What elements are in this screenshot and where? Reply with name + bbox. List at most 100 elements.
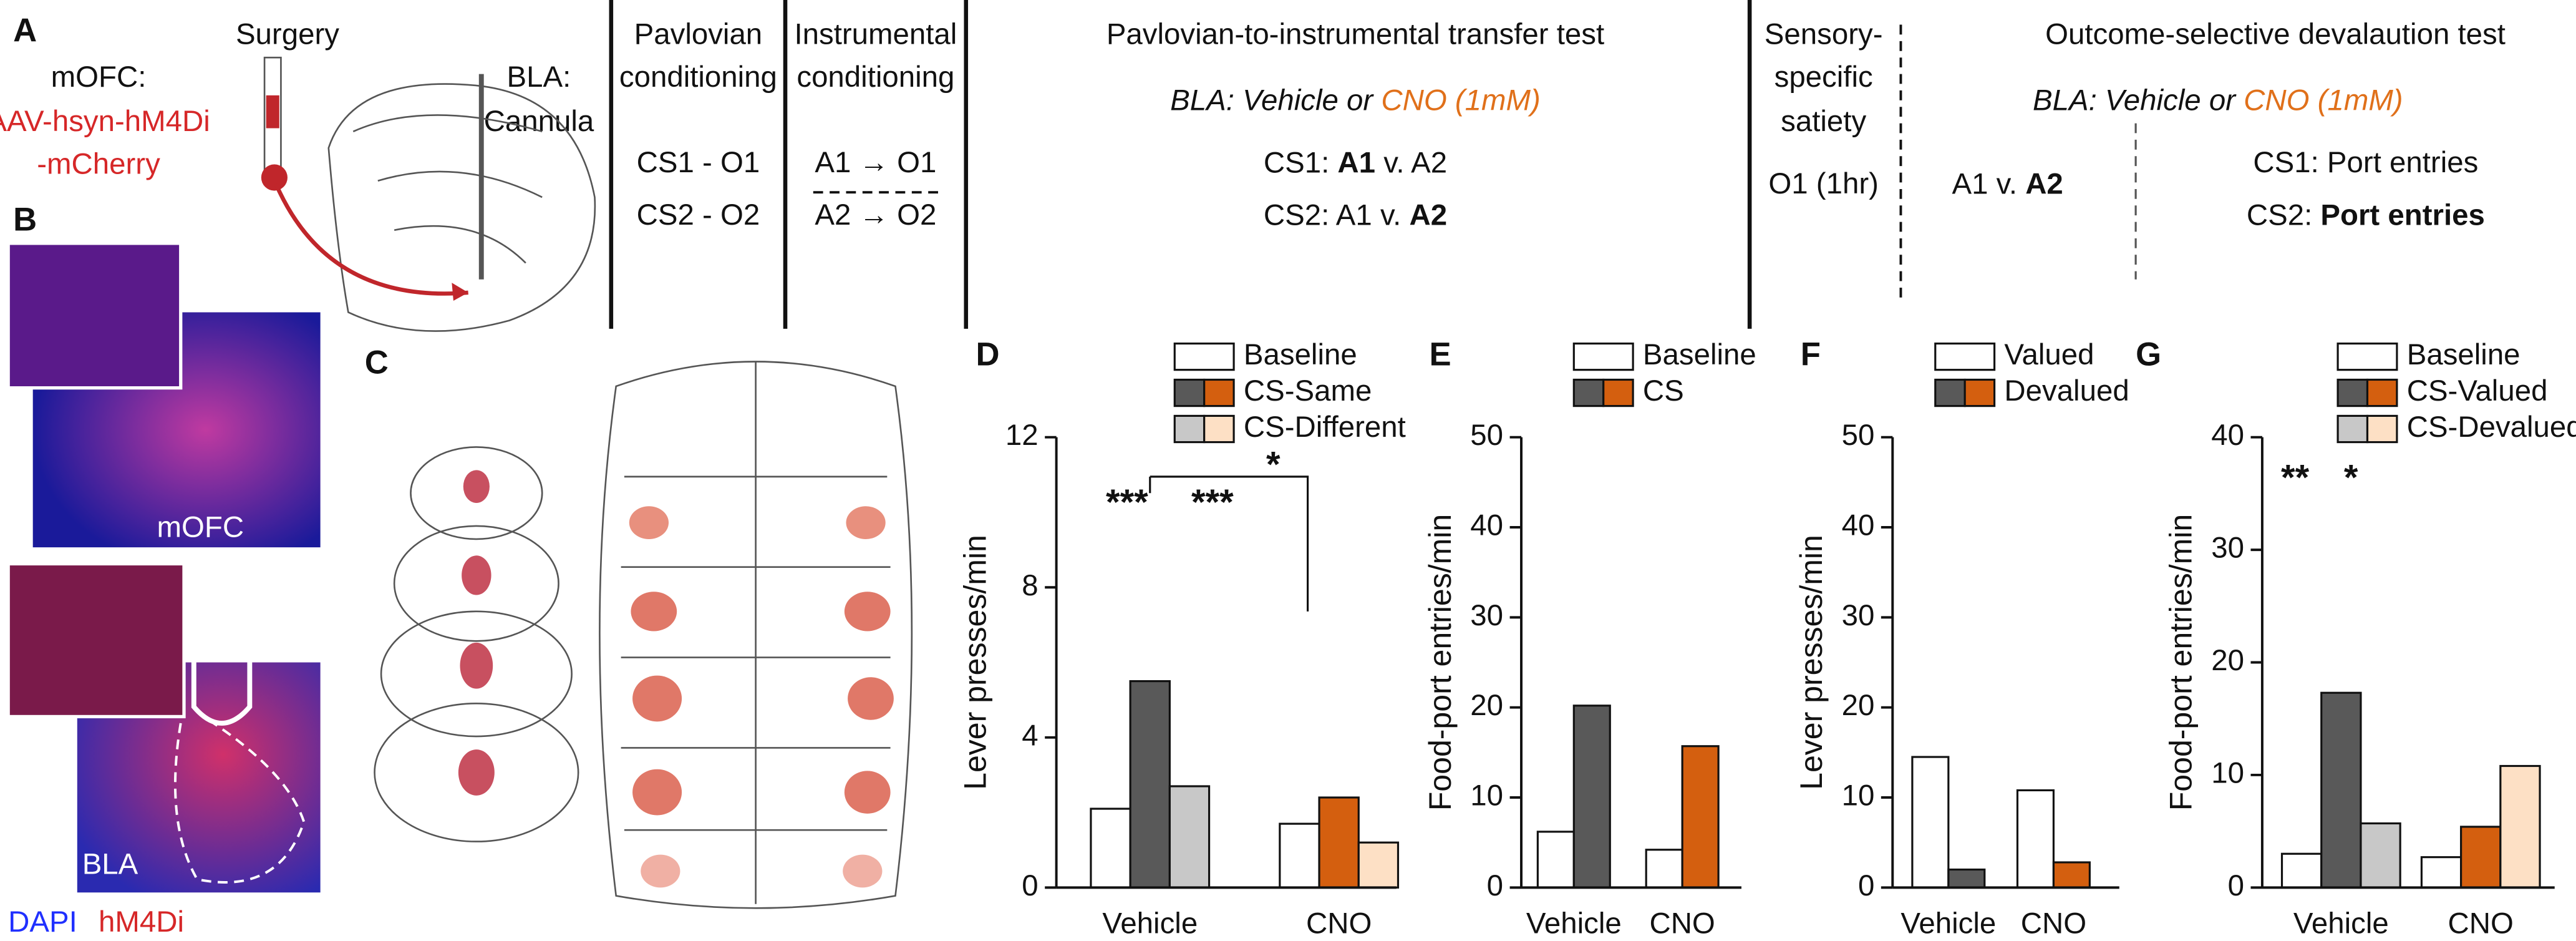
legend-swatch [1963, 378, 1996, 407]
stage-line: A1 → O1 [815, 146, 936, 179]
micrograph-inset [6, 562, 186, 719]
bar [2016, 789, 2055, 889]
text: CS2: A1 v. [1264, 198, 1410, 232]
y-tick-label: 0 [1858, 869, 1874, 902]
bar [2052, 861, 2091, 889]
y-tick-label: 30 [1842, 599, 1875, 632]
panel-label: E [1430, 336, 1451, 373]
legend-label: CS [1643, 374, 1684, 407]
significance-label: * [2344, 457, 2358, 497]
y-tick-label: 0 [1487, 869, 1503, 902]
stage-title: Sensory- [1765, 18, 1883, 51]
bar [1947, 868, 1986, 889]
stage-line: O1 (1hr) [1768, 167, 1879, 200]
bar [1318, 796, 1360, 889]
stage-line: A1 v. A2 [1952, 167, 2063, 200]
legend-swatch [1173, 414, 1206, 444]
stain-label: DAPI [8, 905, 77, 939]
y-tick-label: 40 [2211, 419, 2244, 452]
stage-title: satiety [1781, 105, 1866, 138]
y-tick-label: 0 [2228, 869, 2244, 902]
bar [2320, 691, 2362, 889]
y-tick-label: 10 [2211, 756, 2244, 789]
legend-label: CS-Different [1244, 411, 1406, 444]
region-label: mOFC [157, 511, 245, 544]
stage-line: CS1: A1 v. A2 [1264, 146, 1447, 179]
legend-swatch [1203, 414, 1235, 444]
legend-swatch [1934, 378, 1966, 407]
stage-title: conditioning [797, 61, 954, 94]
legend-label: Valued [2004, 338, 2094, 371]
x-tick-label: CNO [2448, 907, 2514, 940]
stage-title: Outcome-selective devalaution test [2045, 18, 2506, 51]
bar [1168, 785, 1211, 889]
legend-swatch [1173, 342, 1235, 371]
legend-label: CS-Devalued [2407, 411, 2576, 444]
x-tick-label: CNO [1306, 907, 1372, 940]
text: A2 [1410, 198, 1448, 232]
text: A1 [1337, 146, 1375, 179]
text: A1 v. [1952, 167, 2026, 200]
legend-label: Baseline [2407, 338, 2520, 371]
brain-sections [374, 361, 913, 909]
stage-line: CS2 - O2 [637, 198, 760, 232]
y-axis-label: Lever presses/min [1794, 535, 1829, 790]
bar [1129, 680, 1171, 889]
mofc-label: mOFC: [51, 61, 147, 94]
legend-swatch [2366, 378, 2398, 407]
text: A2 [2025, 167, 2063, 200]
y-tick-label: 12 [1005, 419, 1039, 452]
x-tick-label: CNO [2021, 907, 2086, 940]
y-tick-label: 50 [1842, 419, 1875, 452]
bar [1911, 756, 1950, 889]
y-axis-label: Food-port entries/min [2164, 514, 2199, 811]
legend-swatch [1572, 378, 1605, 407]
stage-title: conditioning [619, 61, 777, 94]
treatment-text: BLA: Vehicle or [1170, 84, 1381, 117]
legend-swatch [2336, 378, 2369, 407]
legend-swatch [1934, 342, 1996, 371]
significance-label: ** [2281, 457, 2310, 497]
surgery-title: Surgery [236, 18, 339, 51]
drug-text: CNO (1mM) [2244, 84, 2403, 117]
legend-swatch [2336, 414, 2369, 444]
bar [1536, 831, 1575, 889]
significance-label: *** [1106, 482, 1148, 522]
panel-label: B [13, 202, 37, 238]
legend-swatch [1602, 378, 1634, 407]
y-tick-label: 50 [1470, 419, 1503, 452]
stage-title: Pavlovian-to-instrumental transfer test [1106, 18, 1604, 51]
panel-label: D [976, 336, 1000, 373]
stage-line: A2 → O2 [815, 198, 936, 232]
text: v. A2 [1375, 146, 1447, 179]
legend-swatch [1203, 378, 1235, 407]
y-axis-label: Food-port entries/min [1423, 514, 1458, 811]
significance-bracket [1149, 475, 1309, 612]
stain-label: hM4Di [99, 905, 184, 939]
legend-label: CS-Valued [2407, 374, 2548, 407]
legend-swatch [2366, 414, 2398, 444]
treatment-text: BLA: Vehicle or [2033, 84, 2244, 117]
bla-outline [174, 722, 306, 884]
bar [2420, 856, 2462, 889]
legend-label: Baseline [1643, 338, 1756, 371]
significance-label: * [1266, 444, 1281, 484]
drug-text: CNO (1mM) [1381, 84, 1540, 117]
x-tick-label: Vehicle [1526, 907, 1622, 940]
bar [1279, 822, 1320, 889]
legend-label: Devalued [2004, 374, 2129, 407]
legend-label: CS-Same [1244, 374, 1372, 407]
y-tick-label: 20 [2211, 644, 2244, 677]
legend-swatch [1572, 342, 1634, 371]
y-tick-label: 4 [1022, 719, 1038, 752]
bar [1645, 849, 1683, 889]
text: CS2: [2247, 198, 2321, 232]
panel-label: G [2136, 336, 2161, 373]
brain-sketch [261, 56, 596, 332]
y-tick-label: 40 [1842, 509, 1875, 542]
text: CS1: [1264, 146, 1338, 179]
micrograph-inset [6, 241, 183, 390]
bar [1090, 807, 1131, 889]
y-tick-label: 40 [1470, 509, 1503, 542]
